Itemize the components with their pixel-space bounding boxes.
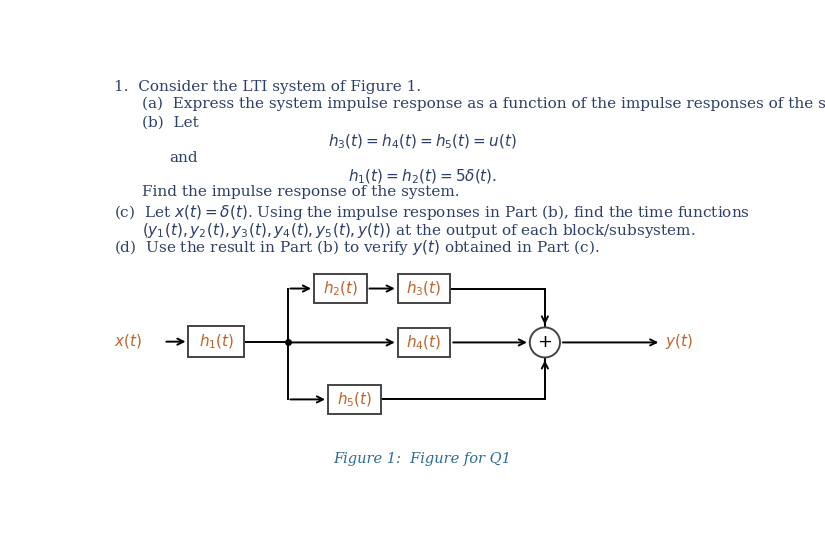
Bar [314, 274, 366, 303]
Text: $h_5(t)$: $h_5(t)$ [337, 390, 372, 409]
Text: $h_1(t)$: $h_1(t)$ [199, 332, 234, 351]
Text: Find the impulse response of the system.: Find the impulse response of the system. [142, 185, 460, 199]
Text: (a)  Express the system impulse response as a function of the impulse responses : (a) Express the system impulse response … [142, 97, 825, 111]
Text: $+$: $+$ [537, 333, 553, 351]
Bar [188, 326, 244, 357]
Text: Figure 1:  Figure for Q1: Figure 1: Figure for Q1 [333, 452, 512, 466]
Text: $h_1(t) = h_2(t) = 5\delta(t).$: $h_1(t) = h_2(t) = 5\delta(t).$ [348, 168, 497, 186]
Text: (b)  Let: (b) Let [142, 116, 199, 129]
Text: and: and [169, 151, 198, 164]
Circle shape [530, 327, 560, 358]
Text: (c)  Let $x(t) = \delta(t)$. Using the impulse responses in Part (b), find the t: (c) Let $x(t) = \delta(t)$. Using the im… [114, 203, 750, 222]
Text: $h_3(t) = h_4(t) = h_5(t) = u(t)$: $h_3(t) = h_4(t) = h_5(t) = u(t)$ [328, 133, 516, 151]
Text: $h_2(t)$: $h_2(t)$ [323, 279, 358, 298]
Text: (d)  Use the result in Part (b) to verify $y(t)$ obtained in Part (c).: (d) Use the result in Part (b) to verify… [114, 239, 600, 257]
Text: $y(t)$: $y(t)$ [665, 332, 693, 351]
Text: $(y_1(t), y_2(t), y_3(t), y_4(t), y_5(t), y(t))$ at the output of each block/sub: $(y_1(t), y_2(t), y_3(t), y_4(t), y_5(t)… [142, 221, 695, 240]
Bar [398, 328, 450, 357]
Text: $h_4(t)$: $h_4(t)$ [406, 333, 441, 351]
Bar [398, 274, 450, 303]
Text: $h_3(t)$: $h_3(t)$ [406, 279, 441, 298]
Text: $x(t)$: $x(t)$ [114, 332, 142, 350]
Text: 1.  Consider the LTI system of Figure 1.: 1. Consider the LTI system of Figure 1. [114, 80, 421, 94]
Bar [328, 385, 380, 414]
